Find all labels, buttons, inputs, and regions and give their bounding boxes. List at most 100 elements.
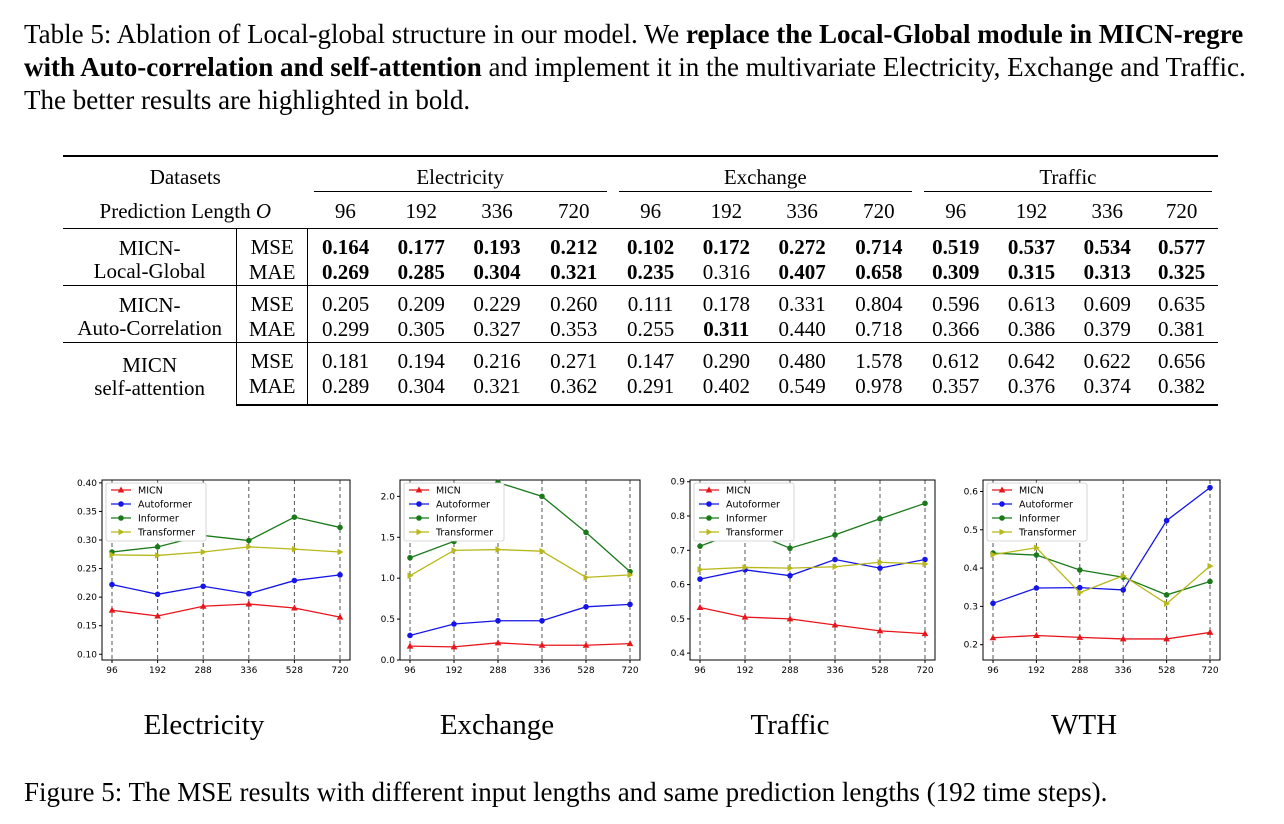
- data-point: [696, 604, 704, 611]
- legend-marker: [706, 528, 713, 536]
- data-point: [154, 591, 161, 598]
- series-line-informer: [409, 481, 631, 573]
- x-tick-label: 720: [1201, 666, 1218, 676]
- data-point: [336, 613, 344, 620]
- table-cell: 0.260: [534, 285, 613, 317]
- y-tick-label: 0.35: [77, 507, 97, 517]
- y-tick-label: 0.4: [964, 564, 979, 574]
- data-point: [495, 546, 502, 553]
- legend-marker: [999, 515, 1005, 521]
- data-point: [246, 537, 252, 544]
- table-cell: 0.804: [840, 285, 918, 317]
- legend-label: Autoformer: [436, 500, 490, 511]
- table-cell: 0.642: [993, 342, 1070, 374]
- prediction-length-192: 192: [405, 198, 437, 223]
- data-point: [1163, 635, 1170, 642]
- legend-marker: [706, 501, 712, 507]
- x-tick-label: 288: [195, 666, 212, 676]
- data-point: [626, 640, 634, 647]
- data-point: [1076, 633, 1084, 640]
- data-point: [922, 560, 929, 568]
- data-point: [787, 545, 793, 552]
- series-line-micn: [699, 606, 926, 635]
- data-point: [108, 606, 116, 613]
- plot-frame: [399, 479, 641, 661]
- table-cell: 0.379: [1083, 317, 1131, 341]
- table-cell: 0.216: [459, 342, 535, 374]
- legend-box: [986, 482, 1088, 542]
- legend-marker: [999, 528, 1006, 536]
- data-point: [1119, 635, 1127, 642]
- table-cell: 0.321: [550, 260, 598, 284]
- series-line-micn: [992, 631, 1211, 640]
- x-tick-label: 720: [916, 666, 933, 676]
- data-point: [831, 621, 839, 628]
- table-cell: 0.291: [612, 374, 689, 406]
- data-point: [337, 548, 344, 556]
- legend-label: Autoformer: [726, 500, 780, 511]
- data-point: [922, 500, 928, 507]
- plot-frame: [689, 479, 936, 661]
- dataset-header-traffic: Traffic: [917, 155, 1218, 194]
- y-tick-label: 0.6: [671, 581, 686, 591]
- y-tick-label: 0.15: [77, 622, 97, 632]
- data-point: [922, 556, 928, 563]
- series-line-micn: [409, 642, 631, 648]
- table-cell: 0.549: [764, 374, 841, 406]
- y-tick-label: 1.0: [381, 574, 396, 584]
- data-point: [627, 601, 633, 608]
- data-point: [155, 552, 162, 559]
- table-cell: 0.285: [397, 260, 445, 284]
- table-cell: 0.321: [459, 374, 535, 406]
- x-tick-label: 528: [871, 666, 888, 676]
- table-cell: 0.111: [612, 285, 689, 317]
- y-tick-label: 0.6: [964, 487, 979, 497]
- legend-label: Transformer: [725, 528, 783, 539]
- table-cell: 0.193: [459, 228, 535, 260]
- prediction-length-96: 96: [640, 198, 662, 223]
- table-cell: 0.382: [1145, 374, 1218, 406]
- data-point: [154, 544, 161, 550]
- data-point: [245, 600, 253, 607]
- y-tick-label: 2.0: [381, 492, 396, 502]
- series-line-transformer: [409, 548, 631, 579]
- table-cell: 0.714: [840, 228, 918, 260]
- data-point: [583, 574, 590, 581]
- table-cell: 0.622: [1069, 342, 1146, 374]
- chart-electricity: 96 192 288 336 528 720 0.10 0.15 0.20 0.25 0.30 0.3…: [77, 479, 351, 676]
- y-tick-label: 0.2: [964, 641, 978, 651]
- data-point: [406, 642, 414, 649]
- series-line-transformer: [992, 547, 1211, 605]
- mse-label: MSE: [236, 342, 309, 374]
- mae-label: MAE: [236, 374, 309, 406]
- data-point: [154, 612, 161, 619]
- prediction-length-96: 96: [334, 198, 356, 223]
- x-tick-label: 192: [149, 666, 166, 676]
- method-name: MICN self-attention: [63, 342, 238, 405]
- prediction-length-336: 336: [1091, 198, 1124, 223]
- series-line-autoformer: [409, 603, 631, 637]
- x-tick-label: 288: [489, 666, 506, 676]
- data-point: [1077, 584, 1083, 591]
- prediction-length-720: 720: [1165, 198, 1198, 223]
- table-cell: 0.290: [688, 342, 765, 374]
- table-cell: 0.255: [626, 317, 675, 341]
- table-cell: 0.577: [1145, 228, 1218, 260]
- data-point: [109, 551, 116, 559]
- table-cell: 0.402: [688, 374, 765, 406]
- table-cell: 0.978: [840, 374, 918, 406]
- figure-caption: Figure 5: The MSE results with different…: [24, 777, 1108, 807]
- table-cell: 0.205: [307, 285, 384, 317]
- prediction-length-192: 192: [710, 198, 743, 223]
- data-point: [1077, 589, 1084, 596]
- data-point: [337, 524, 343, 531]
- data-point: [1163, 517, 1170, 524]
- legend-label: Transformer: [137, 528, 195, 539]
- table-cell: 0.316: [702, 260, 750, 284]
- table-cell: 0.357: [917, 374, 994, 406]
- legend-marker: [415, 486, 423, 493]
- table-cell: 0.534: [1069, 228, 1146, 260]
- table-cell: 0.480: [764, 342, 841, 374]
- table-cell: 0.331: [764, 285, 841, 317]
- table-cell: 0.353: [550, 317, 598, 341]
